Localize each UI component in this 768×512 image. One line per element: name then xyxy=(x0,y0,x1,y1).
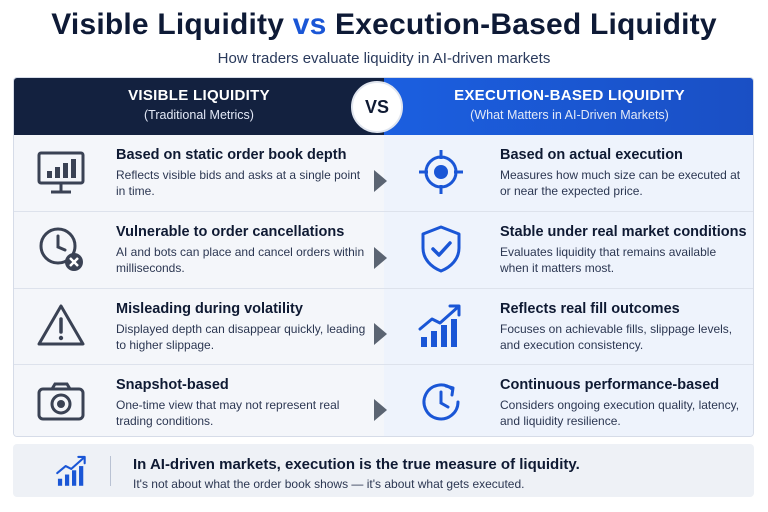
growth-chart-icon xyxy=(418,304,461,347)
left-item-desc: AI and bots can place and cancel orders … xyxy=(116,245,365,275)
row-divider xyxy=(14,211,384,212)
right-item-desc: Considers ongoing execution quality, lat… xyxy=(500,398,740,428)
warning-icon xyxy=(37,304,85,346)
vs-badge: VS xyxy=(351,81,403,133)
right-row-3: Reflects real fill outcomes Focuses on a… xyxy=(384,289,753,365)
row-divider xyxy=(384,364,753,365)
right-row-1: Based on actual execution Measures how m… xyxy=(384,135,753,211)
left-row-3: Misleading during volatility Displayed d… xyxy=(14,289,384,365)
arrow-right-icon xyxy=(374,323,387,345)
visible-liquidity-column: Based on static order book depth Reflect… xyxy=(14,135,384,436)
title-vs: vs xyxy=(292,8,327,41)
title-part1: Visible Liquidity xyxy=(51,8,285,41)
target-icon xyxy=(419,150,463,194)
row-divider xyxy=(384,211,753,212)
arrow-right-icon xyxy=(374,399,387,421)
title-part2: Execution-Based Liquidity xyxy=(335,8,717,41)
camera-icon xyxy=(37,382,85,421)
right-row-4: Continuous performance-based Considers o… xyxy=(384,365,753,436)
left-item-title: Snapshot-based xyxy=(116,377,229,393)
left-item-desc: Displayed depth can disappear quickly, l… xyxy=(116,322,366,352)
left-row-1: Based on static order book depth Reflect… xyxy=(14,135,384,211)
clock-refresh-icon xyxy=(422,383,460,421)
row-divider xyxy=(384,288,753,289)
visible-liquidity-header: VISIBLE LIQUIDITY (Traditional Metrics) xyxy=(14,78,384,135)
summary-subtitle: It's not about what the order book shows… xyxy=(133,477,525,491)
growth-chart-icon xyxy=(56,455,86,486)
shield-check-icon xyxy=(421,225,461,273)
page-title: Visible Liquidity vs Execution-Based Liq… xyxy=(0,8,768,42)
right-row-2: Stable under real market conditions Eval… xyxy=(384,212,753,288)
right-item-title: Based on actual execution xyxy=(500,147,683,163)
row-divider xyxy=(14,364,384,365)
monitor-chart-icon xyxy=(37,151,85,194)
comparison-panel: VISIBLE LIQUIDITY (Traditional Metrics) … xyxy=(13,77,754,437)
execution-liquidity-header: EXECUTION-BASED LIQUIDITY (What Matters … xyxy=(384,78,753,135)
right-item-title: Reflects real fill outcomes xyxy=(500,301,680,317)
right-item-desc: Focuses on achievable fills, slippage le… xyxy=(500,322,733,352)
left-item-desc: Reflects visible bids and asks at a sing… xyxy=(116,168,361,198)
left-row-4: Snapshot-based One-time view that may no… xyxy=(14,365,384,436)
right-item-title: Continuous performance-based xyxy=(500,377,720,393)
row-divider xyxy=(14,288,384,289)
arrow-right-icon xyxy=(374,170,387,192)
left-row-2: Vulnerable to order cancellations AI and… xyxy=(14,212,384,288)
page-subtitle: How traders evaluate liquidity in AI-dri… xyxy=(217,50,551,67)
summary-separator xyxy=(110,456,111,486)
left-item-title: Vulnerable to order cancellations xyxy=(116,224,345,240)
summary-banner: In AI-driven markets, execution is the t… xyxy=(13,444,754,497)
left-item-desc: One-time view that may not represent rea… xyxy=(116,398,340,428)
right-item-desc: Evaluates liquidity that remains availab… xyxy=(500,245,717,275)
left-header-title: VISIBLE LIQUIDITY xyxy=(128,87,270,104)
arrow-right-icon xyxy=(374,247,387,269)
right-header-title: EXECUTION-BASED LIQUIDITY xyxy=(454,87,685,104)
left-header-subtitle: (Traditional Metrics) xyxy=(144,108,254,122)
right-item-title: Stable under real market conditions xyxy=(500,224,747,240)
clock-cancel-icon xyxy=(39,227,83,271)
left-item-title: Misleading during volatility xyxy=(116,301,303,317)
left-item-title: Based on static order book depth xyxy=(116,147,347,163)
right-header-subtitle: (What Matters in AI-Driven Markets) xyxy=(470,108,669,122)
execution-liquidity-column: Based on actual execution Measures how m… xyxy=(384,135,753,436)
summary-title: In AI-driven markets, execution is the t… xyxy=(133,456,580,473)
right-item-desc: Measures how much size can be executed a… xyxy=(500,168,741,198)
